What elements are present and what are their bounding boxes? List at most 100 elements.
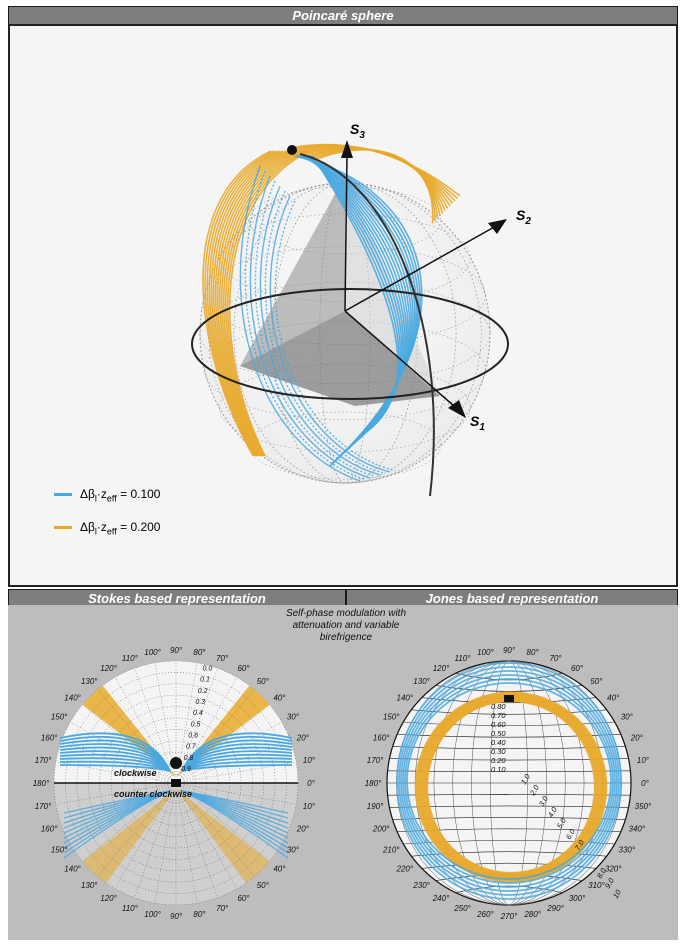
- stokes-spoke: [177, 790, 198, 904]
- stokes-spoke: [178, 790, 218, 898]
- meridian-line: [233, 182, 457, 484]
- jones-radial-label: 0.80: [491, 702, 506, 711]
- s3-axis: [344, 153, 348, 312]
- stokes-spoke: [55, 761, 169, 782]
- stokes-angle-label: 70°: [216, 654, 229, 663]
- stokes-blue-curve: [63, 790, 171, 859]
- jones-blue-curve: [398, 666, 620, 896]
- jones-angle-label: 200°: [372, 824, 390, 833]
- stokes-blue-curve: [181, 760, 293, 772]
- stokes-angle-label: 10°: [303, 756, 316, 765]
- stokes-spoke: [154, 790, 175, 904]
- stokes-angle-label: 90°: [170, 912, 183, 921]
- jones-angle-label: 70°: [549, 654, 562, 663]
- jones-radial-label: 0.40: [491, 738, 506, 747]
- stokes-angle-label: 30°: [287, 846, 300, 855]
- stokes-angle-label: 140°: [64, 864, 81, 873]
- jones-angle-label: 90°: [503, 646, 516, 655]
- stokes-angle-label: 160°: [41, 824, 58, 833]
- stokes-radial-label: 0.5: [191, 721, 201, 728]
- trajectory-orange: [210, 150, 284, 457]
- jones-contour: [397, 733, 621, 738]
- stokes-title-bar: Stokes based representation: [8, 589, 346, 606]
- stokes-angle-label: 50°: [257, 881, 270, 890]
- stokes-blue-curve: [181, 757, 293, 772]
- stokes-angle-label: 80°: [193, 910, 206, 919]
- s1-axis: [344, 310, 455, 407]
- stokes-angle-label: 160°: [41, 734, 58, 743]
- stokes-angle-label: 10°: [303, 802, 316, 811]
- stokes-angle-label: 20°: [296, 734, 310, 743]
- jones-angle-label: 210°: [382, 846, 400, 855]
- s2-axis: [344, 225, 497, 312]
- stokes-angle-label: 100°: [144, 910, 161, 919]
- stokes-angle-label: 40°: [273, 694, 286, 703]
- trajectory-orange: [317, 149, 434, 224]
- stokes-radial-label: 0.7: [186, 744, 197, 751]
- stokes-spoke: [154, 662, 175, 776]
- jones-angle-label: 240°: [432, 894, 450, 903]
- jones-radial-label: 0.70: [491, 711, 506, 720]
- s1-label: S1: [470, 413, 485, 433]
- jones-orange-curve: [416, 692, 606, 882]
- trajectory-orange: [220, 150, 299, 457]
- stokes-radial-label: 0.9: [181, 766, 191, 773]
- stokes-angle-label: 50°: [257, 677, 270, 686]
- legend-item-orange: Δβl·zeff = 0.200: [54, 520, 160, 536]
- jones-angle-label: 30°: [621, 713, 634, 722]
- jones-point: [504, 695, 514, 702]
- jones-angle-label: 350°: [635, 802, 652, 811]
- trajectory-blue: [239, 165, 361, 482]
- jones-angle-label: 260°: [476, 910, 494, 919]
- stokes-radial-label: 0.1: [200, 677, 210, 684]
- stokes-angle-label: 60°: [237, 894, 250, 903]
- stokes-blue-curve: [181, 790, 289, 859]
- stokes-angle-label: 30°: [287, 713, 300, 722]
- jones-angle-label: 10°: [637, 756, 650, 765]
- stokes-radial-label: 0.6: [188, 732, 198, 739]
- jones-angle-label: 0°: [641, 779, 649, 788]
- stokes-spoke: [134, 790, 174, 898]
- jones-angle-label: 300°: [569, 894, 586, 903]
- jones-blue-curve: [396, 662, 622, 900]
- stokes-angle-label: 130°: [81, 677, 98, 686]
- stokes-angle-label: 40°: [273, 864, 286, 873]
- stokes-angle-label: 150°: [51, 846, 68, 855]
- jones-contour: [421, 697, 597, 704]
- legend-swatch-blue: [54, 493, 72, 497]
- trajectory-blue: [264, 190, 386, 475]
- trajectory-blue: [249, 175, 371, 479]
- trajectory-orange: [228, 150, 311, 457]
- trajectory-blue: [312, 155, 399, 437]
- jones-orange-curve: [414, 691, 608, 883]
- jones-angle-label: 60°: [571, 664, 584, 673]
- trajectory-blue: [259, 185, 381, 476]
- poincare-panel: S3 S2 S1 Δβl·zeff = 0.100 Δβl·zeff = 0.2…: [8, 24, 678, 587]
- center-note: Self-phase modulation with attenuation a…: [285, 608, 407, 643]
- jones-angle-label: 290°: [546, 904, 564, 913]
- stokes-title: Stokes based representation: [88, 591, 266, 606]
- stokes-angle-label: 100°: [144, 648, 161, 657]
- jones-angle-label: 330°: [619, 846, 636, 855]
- stokes-blue-curve: [181, 764, 293, 772]
- jones-title: Jones based representation: [425, 591, 599, 606]
- jones-radial-label: 0.10: [491, 765, 506, 774]
- jones-angle-label: 160°: [373, 734, 390, 743]
- jones-angle-label: 80°: [527, 648, 540, 657]
- s3-label: S3: [350, 121, 365, 141]
- latitude-line: [248, 186, 442, 255]
- trajectory-orange: [202, 150, 272, 457]
- trajectories: [202, 143, 461, 482]
- octant-wedge-top: [240, 176, 345, 366]
- stokes-orange-wedge: [176, 789, 270, 883]
- jones-blue-curve: [404, 678, 614, 884]
- trajectory-orange: [227, 150, 308, 457]
- stokes-angle-label: 180°: [33, 779, 50, 788]
- stokes-angle-label: 90°: [170, 646, 183, 655]
- stokes-angle-label: 120°: [100, 664, 117, 673]
- clockwise-label: clockwise: [114, 768, 157, 778]
- jones-angle-label: 270°: [500, 912, 518, 921]
- jones-angle-label: 190°: [367, 802, 384, 811]
- jones-angle-label: 230°: [412, 881, 430, 890]
- poincare-title: Poincaré sphere: [292, 8, 394, 23]
